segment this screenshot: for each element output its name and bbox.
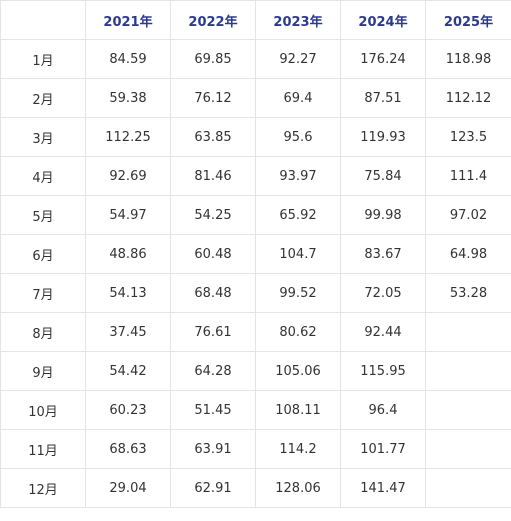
- value-cell: 37.45: [85, 312, 171, 352]
- row-header-month: 2月: [0, 78, 86, 118]
- value-cell: 62.91: [170, 468, 256, 508]
- table-row: 8月 37.45 76.61 80.62 92.44: [0, 312, 511, 352]
- value-cell: 54.97: [85, 195, 171, 235]
- value-cell: 104.7: [255, 234, 341, 274]
- value-cell: 76.61: [170, 312, 256, 352]
- row-header-month: 11月: [0, 429, 86, 469]
- column-header: 2022年: [170, 0, 256, 40]
- value-cell: 119.93: [340, 117, 426, 157]
- value-cell: 97.02: [425, 195, 511, 235]
- table-row: 2月 59.38 76.12 69.4 87.51 112.12: [0, 78, 511, 118]
- value-cell: 108.11: [255, 390, 341, 430]
- value-cell: [425, 429, 511, 469]
- value-cell: [425, 468, 511, 508]
- value-cell: 101.77: [340, 429, 426, 469]
- value-cell: 60.48: [170, 234, 256, 274]
- value-cell: 92.44: [340, 312, 426, 352]
- value-cell: 59.38: [85, 78, 171, 118]
- value-cell: 54.25: [170, 195, 256, 235]
- value-cell: 68.48: [170, 273, 256, 313]
- column-header: 2021年: [85, 0, 171, 40]
- value-cell: 115.95: [340, 351, 426, 391]
- value-cell: 87.51: [340, 78, 426, 118]
- value-cell: 123.5: [425, 117, 511, 157]
- value-cell: 60.23: [85, 390, 171, 430]
- value-cell: 99.98: [340, 195, 426, 235]
- value-cell: 141.47: [340, 468, 426, 508]
- value-cell: 95.6: [255, 117, 341, 157]
- value-cell: 84.59: [85, 39, 171, 79]
- value-cell: 65.92: [255, 195, 341, 235]
- value-cell: 75.84: [340, 156, 426, 196]
- table-row: 4月 92.69 81.46 93.97 75.84 111.4: [0, 156, 511, 196]
- value-cell: 92.69: [85, 156, 171, 196]
- row-header-month: 6月: [0, 234, 86, 274]
- row-header-month: 7月: [0, 273, 86, 313]
- row-header-month: 10月: [0, 390, 86, 430]
- value-cell: 112.25: [85, 117, 171, 157]
- value-cell: 111.4: [425, 156, 511, 196]
- value-cell: 76.12: [170, 78, 256, 118]
- table-row: 1月 84.59 69.85 92.27 176.24 118.98: [0, 39, 511, 79]
- table-row: 7月 54.13 68.48 99.52 72.05 53.28: [0, 273, 511, 313]
- data-table: 2021年 2022年 2023年 2024年 2025年 1月 84.59 69.85 92…: [0, 0, 511, 508]
- value-cell: 63.85: [170, 117, 256, 157]
- value-cell: 54.13: [85, 273, 171, 313]
- value-cell: 92.27: [255, 39, 341, 79]
- row-header-month: 8月: [0, 312, 86, 352]
- row-header-month: 12月: [0, 468, 86, 508]
- value-cell: 105.06: [255, 351, 341, 391]
- table-row: 12月 29.04 62.91 128.06 141.47: [0, 468, 511, 508]
- value-cell: 114.2: [255, 429, 341, 469]
- value-cell: 64.28: [170, 351, 256, 391]
- value-cell: 112.12: [425, 78, 511, 118]
- value-cell: [425, 390, 511, 430]
- value-cell: 29.04: [85, 468, 171, 508]
- value-cell: 53.28: [425, 273, 511, 313]
- value-cell: 68.63: [85, 429, 171, 469]
- value-cell: 96.4: [340, 390, 426, 430]
- column-header: 2024年: [340, 0, 426, 40]
- value-cell: 118.98: [425, 39, 511, 79]
- value-cell: 128.06: [255, 468, 341, 508]
- value-cell: 81.46: [170, 156, 256, 196]
- row-header-month: 4月: [0, 156, 86, 196]
- table-row: 6月 48.86 60.48 104.7 83.67 64.98: [0, 234, 511, 274]
- corner-cell: [0, 0, 86, 40]
- value-cell: 99.52: [255, 273, 341, 313]
- row-header-month: 9月: [0, 351, 86, 391]
- table-row: 11月 68.63 63.91 114.2 101.77: [0, 429, 511, 469]
- value-cell: 69.4: [255, 78, 341, 118]
- row-header-month: 1月: [0, 39, 86, 79]
- table-row: 9月 54.42 64.28 105.06 115.95: [0, 351, 511, 391]
- table-body: 1月 84.59 69.85 92.27 176.24 118.98 2月 59.38 76.1…: [0, 39, 511, 508]
- value-cell: 93.97: [255, 156, 341, 196]
- value-cell: 64.98: [425, 234, 511, 274]
- row-header-month: 3月: [0, 117, 86, 157]
- column-header: 2025年: [425, 0, 511, 40]
- column-header: 2023年: [255, 0, 341, 40]
- value-cell: 80.62: [255, 312, 341, 352]
- value-cell: [425, 351, 511, 391]
- value-cell: 83.67: [340, 234, 426, 274]
- value-cell: 69.85: [170, 39, 256, 79]
- value-cell: 48.86: [85, 234, 171, 274]
- value-cell: 54.42: [85, 351, 171, 391]
- table-row: 3月 112.25 63.85 95.6 119.93 123.5: [0, 117, 511, 157]
- table-row: 5月 54.97 54.25 65.92 99.98 97.02: [0, 195, 511, 235]
- value-cell: 51.45: [170, 390, 256, 430]
- value-cell: [425, 312, 511, 352]
- value-cell: 176.24: [340, 39, 426, 79]
- row-header-month: 5月: [0, 195, 86, 235]
- table-header: 2021年 2022年 2023年 2024年 2025年: [0, 0, 511, 40]
- table-row: 10月 60.23 51.45 108.11 96.4: [0, 390, 511, 430]
- value-cell: 63.91: [170, 429, 256, 469]
- header-row: 2021年 2022年 2023年 2024年 2025年: [0, 0, 511, 40]
- value-cell: 72.05: [340, 273, 426, 313]
